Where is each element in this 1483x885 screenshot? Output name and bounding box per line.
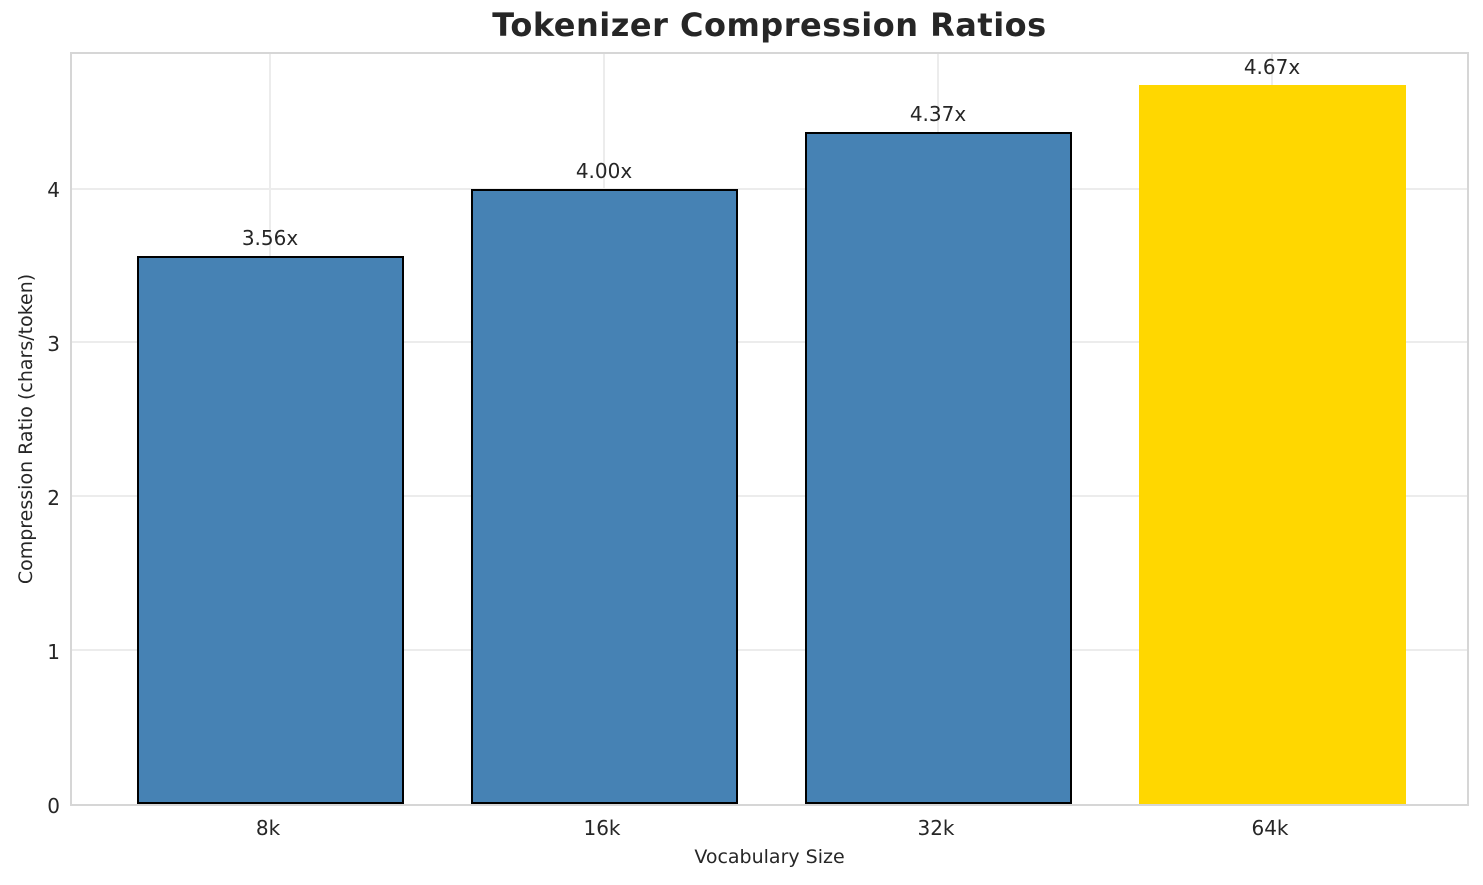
bar-32k (804, 131, 1072, 804)
y-tick-label: 4 (47, 178, 60, 203)
horizontal-gridline (72, 649, 1467, 652)
bar-value-label: 4.37x (909, 101, 967, 126)
x-tick-label-16k: 16k (583, 816, 621, 840)
chart-title: Tokenizer Compression Ratios (492, 6, 1047, 44)
x-tick-label-64k: 64k (1251, 816, 1289, 840)
bar-8k (136, 256, 404, 804)
y-tick-label: 1 (47, 640, 60, 665)
bar-16k (470, 188, 738, 804)
bar-64k (1138, 85, 1406, 804)
y-tick-label: 3 (47, 332, 60, 357)
plot-area: 3.56x 4.00x 4.37x 4.67x (70, 52, 1469, 806)
x-tick-label-8k: 8k (255, 816, 281, 840)
bar-value-label: 4.00x (575, 158, 633, 183)
y-axis-label: Compression Ratio (chars/token) (15, 273, 37, 585)
y-tick-label: 0 (47, 794, 60, 818)
horizontal-gridline (72, 187, 1467, 190)
bar-value-label: 3.56x (241, 226, 299, 251)
horizontal-gridline (72, 495, 1467, 498)
y-tick-label: 2 (47, 486, 60, 511)
x-tick-label-32k: 32k (917, 816, 955, 840)
bar-value-label: 4.67x (1243, 55, 1301, 80)
horizontal-gridline (72, 341, 1467, 344)
x-axis-label: Vocabulary Size (694, 846, 845, 868)
